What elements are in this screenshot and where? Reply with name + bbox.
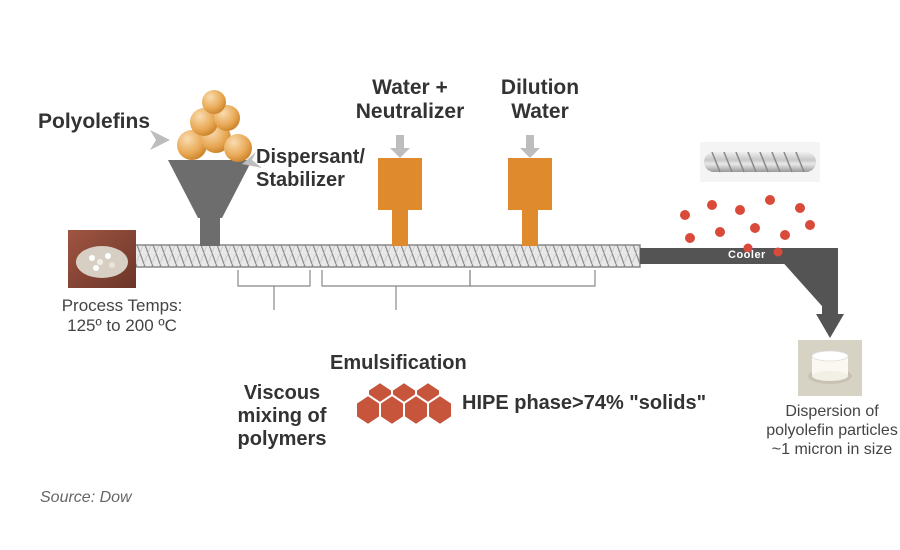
text: ~1 micron in size (772, 441, 893, 458)
arrow-polyolefins (150, 130, 170, 150)
hipe-honeycomb (356, 382, 452, 425)
text: Process Temps: (62, 296, 183, 315)
label-process-temps: Process Temps: 125º to 200 ºC (52, 296, 192, 337)
text: polyolefin particles (766, 422, 898, 439)
pellet-photo (68, 230, 136, 288)
label-dispersion: Dispersion of polyolefin particles ~1 mi… (752, 402, 900, 460)
text: Dilution (501, 76, 579, 99)
source-attribution: Source: Dow (40, 488, 132, 507)
text: Neutralizer (356, 100, 465, 123)
text: polymers (238, 428, 327, 450)
polyolefin-pellets (177, 90, 252, 162)
zone-brackets (238, 270, 595, 310)
arrow-neutralizer (390, 135, 410, 158)
label-cooler: Cooler (728, 249, 766, 262)
text: 125º to 200 ºC (67, 316, 177, 335)
text: Dispersant/ (256, 146, 365, 168)
label-hipe: HIPE phase>74% "solids" (462, 392, 706, 415)
beaker-photo (798, 340, 862, 396)
label-water-neutralizer: Water + Neutralizer (350, 76, 470, 124)
text: Water + (372, 76, 448, 99)
label-viscous: Viscous mixing of polymers (222, 382, 342, 451)
feed-port-2 (508, 158, 552, 246)
text: mixing of (238, 405, 327, 427)
feed-port-1 (378, 158, 422, 246)
text: Viscous (244, 382, 320, 404)
text: Dispersion of (785, 403, 878, 420)
extruder-barrel (110, 245, 640, 267)
label-dilution-water: Dilution Water (490, 76, 590, 124)
hopper-funnel (168, 160, 252, 246)
text: Stabilizer (256, 169, 345, 191)
text: Water (511, 100, 569, 123)
arrow-dilution (520, 135, 540, 158)
label-dispersant: Dispersant/ Stabilizer (256, 146, 365, 192)
label-emulsification: Emulsification (330, 352, 467, 375)
screw-photo (700, 142, 820, 182)
particle-dots (680, 195, 815, 257)
label-polyolefins: Polyolefins (38, 110, 150, 134)
